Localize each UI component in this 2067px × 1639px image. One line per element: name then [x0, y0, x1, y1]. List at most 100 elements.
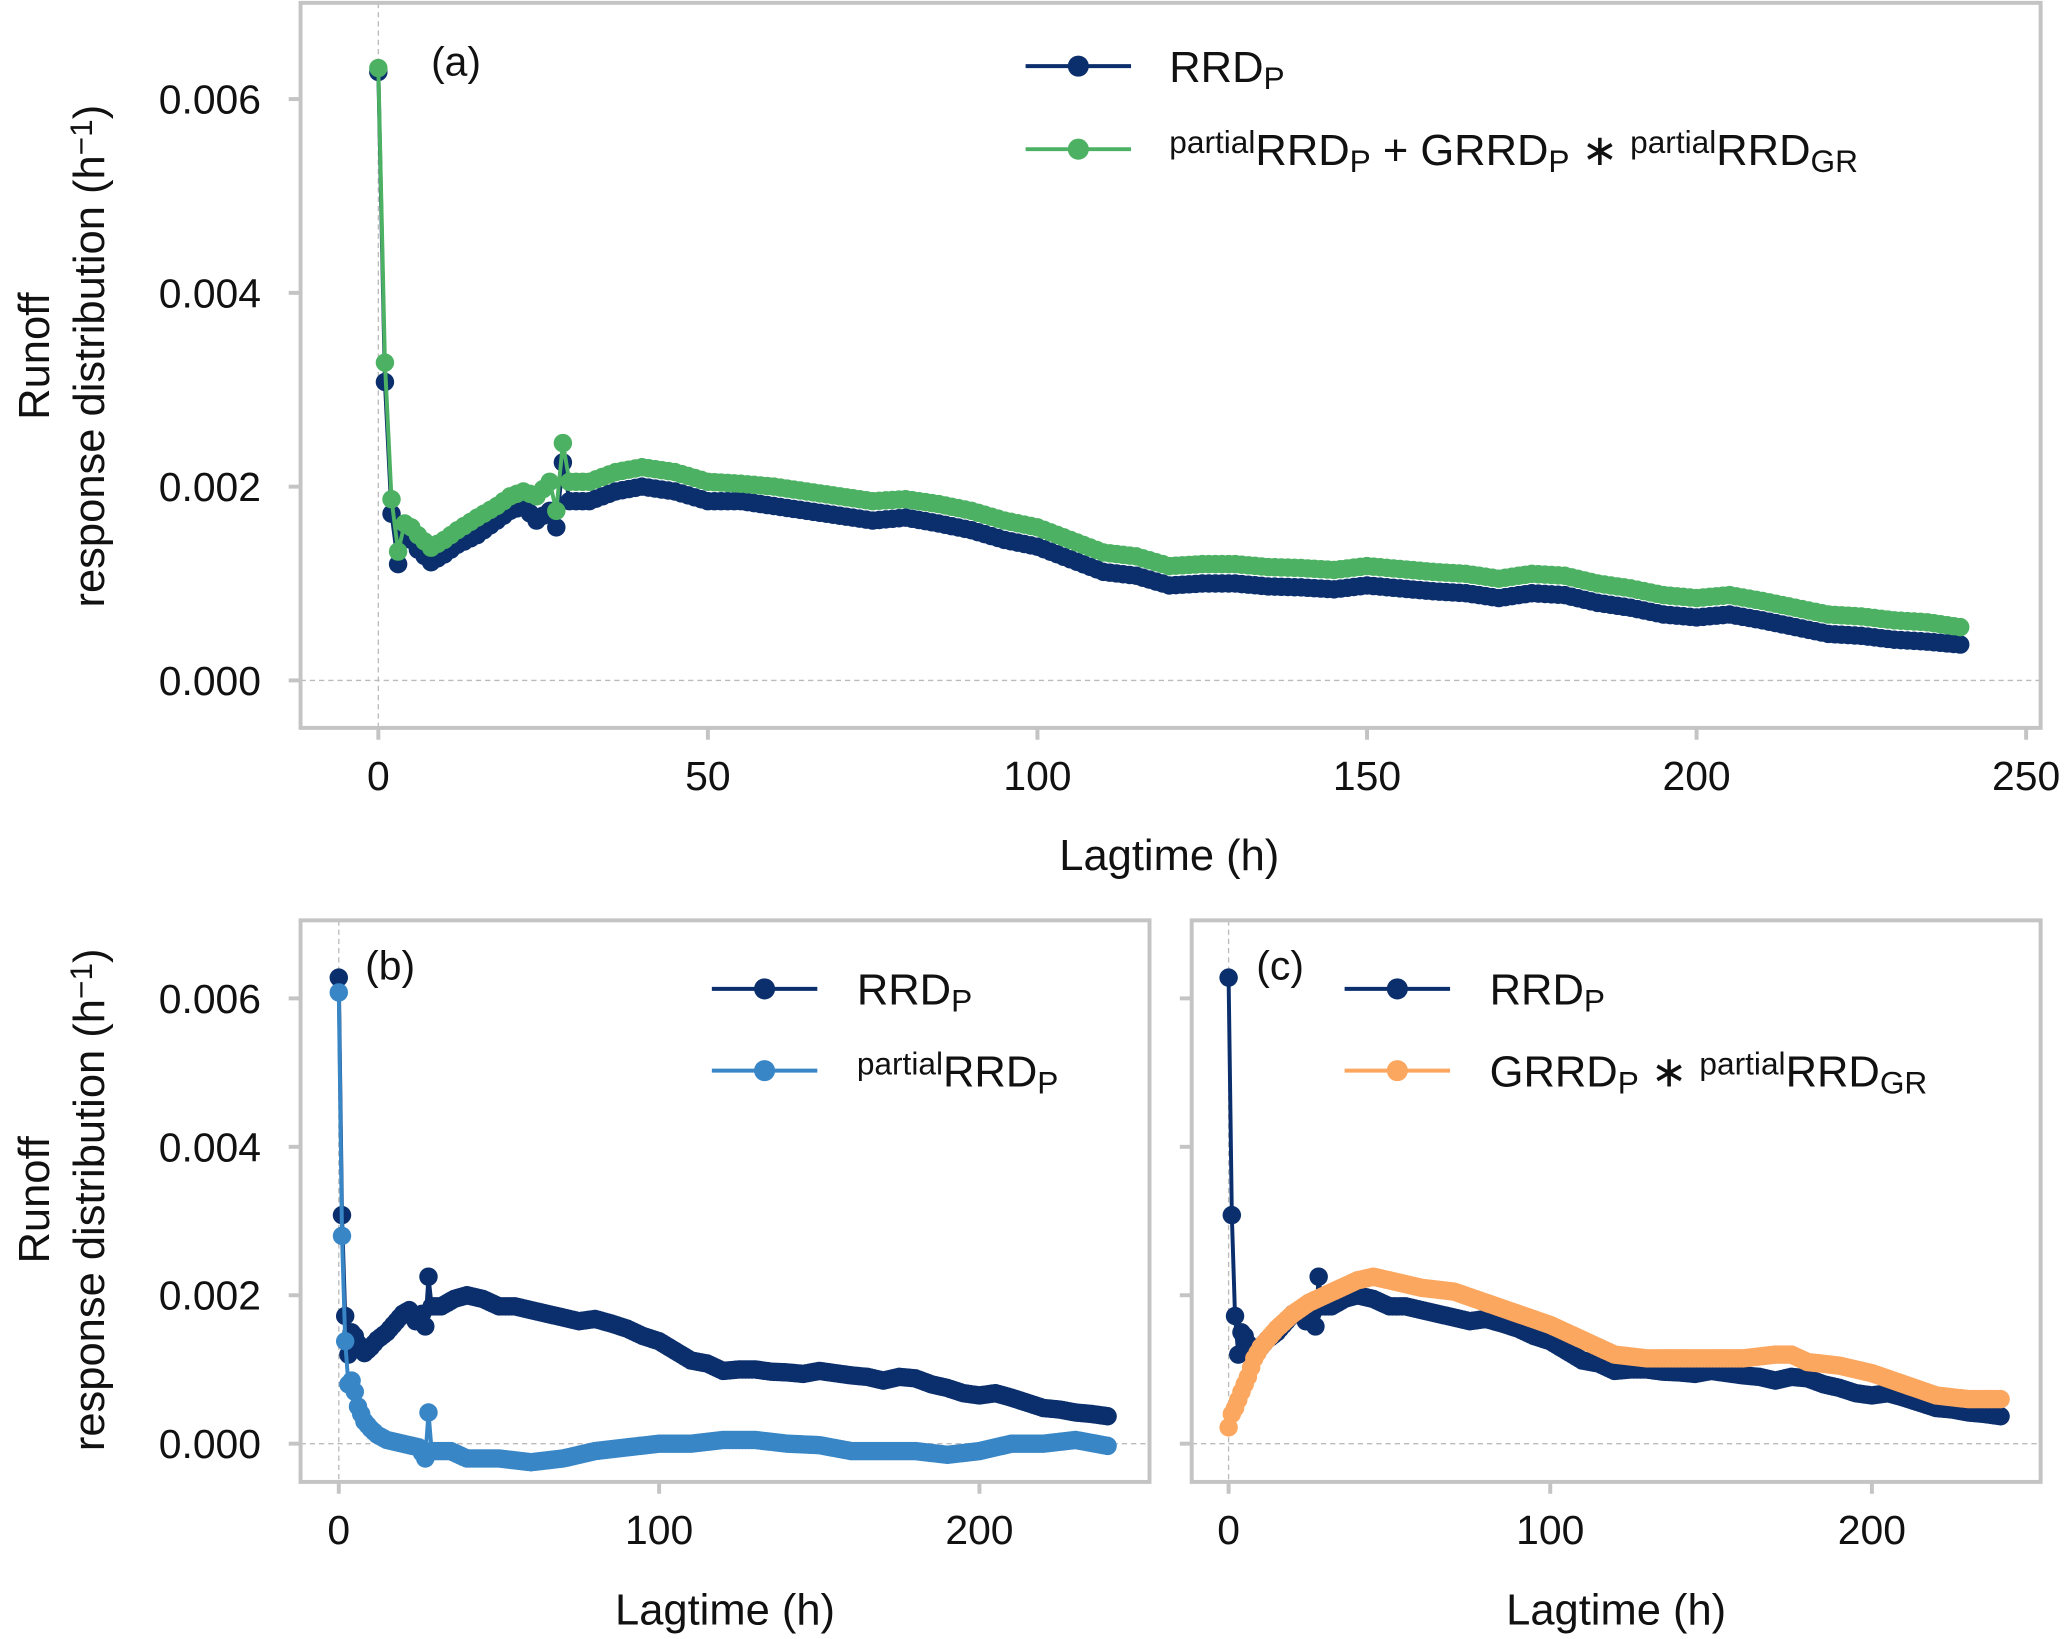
- legend-text-segment: RRD: [1169, 44, 1263, 92]
- legend-marker: [1067, 138, 1089, 160]
- legend-marker: [754, 1060, 776, 1082]
- series-RRD_P: [329, 968, 1117, 1426]
- data-point: [419, 1403, 438, 1422]
- y-tick-label: 0.004: [159, 270, 261, 316]
- y-tick-label: 0.002: [159, 1273, 261, 1319]
- y-tick-label: 0.006: [159, 77, 261, 123]
- legend-label: RRDP: [1169, 44, 1284, 96]
- data-point: [547, 518, 566, 537]
- legend: RRDP GRRD P ∗ partial RRD GR: [1344, 967, 1927, 1100]
- data-point: [1225, 1306, 1245, 1326]
- legend-text-segment: RRD: [1716, 127, 1810, 175]
- x-tick-label: 250: [1992, 753, 2060, 799]
- data-point: [1219, 968, 1238, 987]
- data-point: [540, 472, 559, 492]
- legend-text-segment: GRRD: [1490, 1048, 1618, 1096]
- x-tick-label: 200: [1838, 1507, 1906, 1553]
- data-point: [332, 1226, 352, 1246]
- legend-marker: [754, 978, 776, 1000]
- panel-a: 0 50 100 150 200 250 0.000 0.002 0.004 0.006 (a) RR…: [11, 0, 2060, 880]
- legend-text-segment: ): [66, 105, 114, 119]
- x-tick-label: 200: [1662, 753, 1730, 799]
- legend-text-segment: RRD: [1255, 127, 1349, 175]
- series-line: [336, 977, 1108, 1419]
- legend-label: RRDP: [1490, 967, 1605, 1019]
- x-tick-label: 0: [1217, 1507, 1240, 1553]
- data-point: [388, 542, 408, 561]
- y-axis-label: Runoff: [11, 1135, 59, 1263]
- data-point: [382, 490, 401, 509]
- x-tick-label: 100: [1516, 1507, 1584, 1553]
- legend-marker: [1386, 1060, 1408, 1082]
- legend-text-segment: P: [1548, 143, 1569, 179]
- data-point: [1991, 1406, 2010, 1426]
- x-tick-label: 100: [1003, 753, 1071, 799]
- legend-text-segment: response distribution (h: [66, 999, 114, 1451]
- axes-frame: [298, 0, 2043, 730]
- legend-text-segment: P: [1584, 983, 1605, 1019]
- y-tick-label: 0.000: [159, 1421, 261, 1467]
- legend-text-segment: GR: [1880, 1064, 1927, 1100]
- data-point: [1098, 1436, 1117, 1456]
- data-point: [1991, 1389, 2010, 1409]
- series-partial_RRD_P: [329, 983, 1117, 1472]
- legend-text-segment: ∗: [1639, 1048, 1700, 1096]
- legend-text-segment: partial: [1630, 124, 1716, 160]
- x-tick-label: 200: [945, 1507, 1013, 1553]
- legend-label: RRDP: [857, 967, 972, 1019]
- legend-text-segment: response distribution (h: [66, 155, 114, 607]
- data-point: [369, 58, 388, 78]
- series-sum: [369, 58, 1970, 637]
- data-point: [1950, 617, 1970, 637]
- x-tick-label: 50: [685, 753, 730, 799]
- y-tick-label: 0.002: [159, 464, 261, 510]
- legend-text-segment: P: [1037, 1064, 1058, 1100]
- data-point: [1950, 635, 1970, 654]
- legend-text-segment: P: [1264, 60, 1285, 96]
- data-point: [419, 1267, 438, 1286]
- axes-frame: [1189, 918, 2043, 1484]
- data-point: [329, 983, 349, 1002]
- y-axis-label: response distribution (h−1): [63, 948, 114, 1451]
- axes-frame: [298, 918, 1152, 1484]
- x-tick-label: 0: [367, 753, 390, 799]
- legend-text-segment: partial: [1169, 124, 1255, 160]
- data-point: [416, 1317, 435, 1336]
- data-point: [335, 1332, 355, 1351]
- legend-text-segment: RRD: [943, 1048, 1037, 1096]
- x-axis-label: Lagtime (h): [615, 1586, 835, 1634]
- data-point: [345, 1382, 365, 1401]
- legend-text-segment: GR: [1811, 143, 1858, 179]
- data-point: [1222, 1205, 1242, 1225]
- x-axis-label: Lagtime (h): [1506, 1586, 1726, 1634]
- y-tick-label: 0.000: [159, 658, 261, 704]
- legend-text-segment: −1: [63, 119, 99, 155]
- x-tick-label: 100: [625, 1507, 693, 1553]
- data-point: [1306, 1317, 1325, 1336]
- panel-label: (b): [365, 943, 415, 989]
- legend-text-segment: partial: [1699, 1045, 1785, 1081]
- data-point: [547, 501, 566, 521]
- legend-marker: [1386, 978, 1408, 1000]
- x-tick-label: 150: [1333, 753, 1401, 799]
- legend-text-segment: partial: [857, 1045, 943, 1081]
- legend-text-segment: −1: [63, 963, 99, 999]
- x-tick-label: 0: [327, 1507, 350, 1553]
- y-tick-label: 0.004: [159, 1124, 261, 1170]
- panel-label: (a): [431, 38, 481, 84]
- legend-label: partialRRDP: [857, 1045, 1058, 1100]
- y-axis-label: Runoff: [11, 292, 59, 420]
- legend-text-segment: P: [951, 983, 972, 1019]
- data-point: [1309, 1267, 1328, 1286]
- legend-text-segment: ): [66, 948, 114, 963]
- legend-text-segment: P: [1350, 143, 1371, 179]
- data-point: [375, 353, 395, 372]
- legend-text-segment: RRD: [1490, 967, 1584, 1015]
- legend-label: partialRRDP + GRRDP ∗ partialRRDGR: [1169, 124, 1858, 179]
- data-point: [553, 433, 573, 453]
- y-tick-label: 0.006: [159, 976, 261, 1022]
- legend-marker: [1067, 55, 1089, 77]
